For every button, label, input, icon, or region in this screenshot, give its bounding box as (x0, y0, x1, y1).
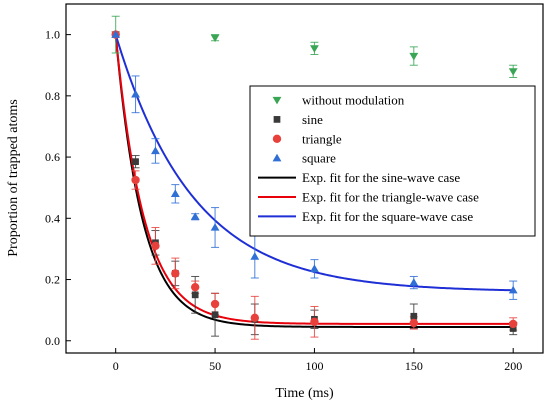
y-tick-label: 0.0 (45, 334, 60, 348)
data-point-circle (151, 241, 160, 251)
legend-label: Exp. fit for the sine-wave case (302, 170, 460, 185)
data-point-square (132, 158, 139, 166)
legend-label: Exp. fit for the triangle-wave case (302, 190, 479, 205)
data-point-circle (171, 269, 180, 278)
legend-label: without modulation (302, 93, 405, 108)
data-point-circle (190, 282, 200, 292)
y-tick-label: 1.0 (45, 28, 60, 42)
data-point-square (410, 312, 418, 320)
data-point-triangle-up (250, 252, 260, 260)
data-point-triangle-up (131, 89, 140, 98)
legend: without modulation sine triangle square Exp.… (249, 85, 536, 237)
axis-ticks: 0 50 100 150 200 0.0 0.2 0.4 0.6 0.8 1.0 (45, 28, 522, 373)
y-tick-label: 0.8 (45, 89, 60, 103)
data-point-triangle-up (508, 285, 518, 294)
legend-marker-square (273, 116, 281, 123)
y-tick-label: 0.6 (45, 150, 60, 164)
legend-box (249, 85, 536, 237)
y-tick-label: 0.2 (45, 273, 60, 287)
x-tick-label: 0 (113, 359, 119, 373)
data-point-circle (310, 317, 319, 326)
legend-marker-circle (272, 134, 282, 143)
legend-label: Exp. fit for the square-wave case (302, 209, 473, 224)
data-point-circle (250, 313, 260, 322)
data-point-circle (409, 318, 419, 328)
data-point-triangle-up (210, 223, 220, 231)
x-tick-label: 150 (405, 359, 423, 373)
data-point-triangle-up (310, 264, 319, 272)
data-point-circle (210, 299, 220, 309)
plot-frame (65, 3, 544, 354)
data-point-triangle-up (190, 212, 200, 220)
x-tick-label: 200 (504, 359, 522, 373)
data-point-triangle-up (170, 189, 180, 197)
legend-label: square (302, 151, 336, 166)
y-tick-label: 0.4 (45, 211, 60, 225)
x-tick-label: 100 (305, 359, 323, 373)
x-axis-label: Time (ms) (275, 386, 334, 401)
data-point-triangle-up (111, 30, 121, 38)
legend-label: triangle (302, 131, 342, 146)
y-axis-label: Proportion of trapped atoms (6, 99, 21, 256)
data-point-circle (508, 319, 518, 329)
data-point-triangle-up (151, 146, 160, 155)
data-point-triangle-up (409, 278, 419, 286)
data-point-triangle-down (210, 34, 220, 43)
legend-marker-triangle-down (272, 96, 282, 105)
data-point-circle (131, 175, 140, 185)
data-markers (111, 30, 518, 332)
data-point-square (509, 325, 517, 332)
data-point-square (211, 311, 219, 319)
data-point-square (191, 291, 199, 299)
data-point-triangle-down (310, 45, 319, 53)
legend-marker-triangle-up (272, 153, 282, 162)
data-point-triangle-down (409, 52, 419, 61)
x-tick-label: 50 (209, 359, 221, 373)
legend-label: sine (302, 112, 323, 127)
data-point-triangle-down (508, 68, 518, 76)
